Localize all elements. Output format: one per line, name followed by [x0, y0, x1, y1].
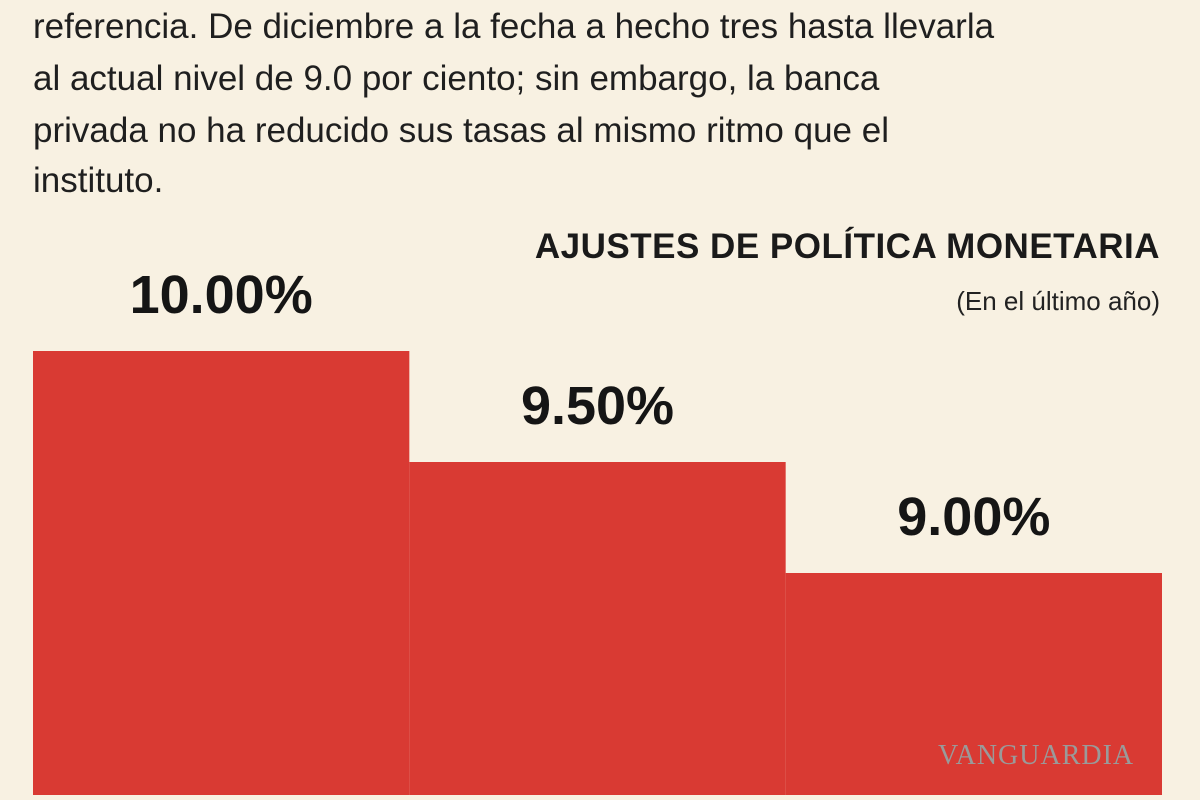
plot: 10.00% 9.50% 9.00% — [33, 265, 1162, 795]
value-label: 9.00% — [897, 487, 1050, 547]
bar — [785, 573, 1162, 795]
watermark: VANGUARDIA — [938, 740, 1134, 771]
value-label: 9.50% — [521, 376, 674, 436]
article-line: instituto. — [33, 161, 163, 200]
chart-subtitle: (En el último año) — [956, 286, 1160, 316]
bar — [409, 462, 786, 795]
bottom-strip — [0, 795, 1200, 800]
article-line: al actual nivel de 9.0 por ciento; sin e… — [33, 59, 880, 98]
article-line: referencia. De diciembre a la fecha a he… — [33, 7, 995, 46]
bar — [33, 351, 410, 795]
article-line: privada no ha reducido sus tasas al mism… — [33, 111, 889, 150]
article-text: referencia. De diciembre a la fecha a he… — [33, 7, 995, 200]
chart-title: AJUSTES DE POLÍTICA MONETARIA — [535, 226, 1160, 266]
value-label: 10.00% — [130, 265, 313, 325]
